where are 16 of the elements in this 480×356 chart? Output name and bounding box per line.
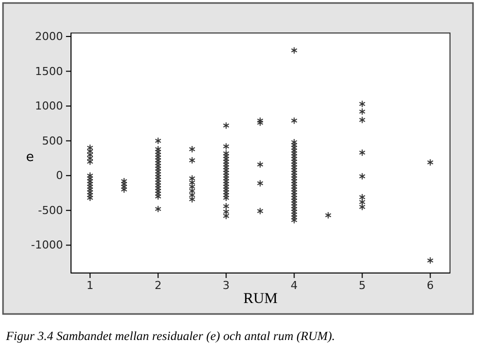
y-tick-label: 0 <box>56 169 63 182</box>
x-tick-label: 5 <box>358 278 366 292</box>
x-tick-label: 3 <box>222 278 230 292</box>
y-tick-label: -1000 <box>31 238 63 252</box>
y-tick-label: -500 <box>38 204 63 217</box>
y-tick-label: 500 <box>42 134 63 148</box>
y-axis-title: e <box>26 150 34 165</box>
y-tick-label: 2000 <box>35 30 63 43</box>
x-axis-title: RUM <box>243 291 278 307</box>
x-tick-label: 4 <box>290 278 298 292</box>
text: Figur 3.4 Sambandet mellan residualer (e) och antal rum (RUM). <box>5 329 335 343</box>
x-tick-label: 6 <box>426 278 434 292</box>
y-tick-label: 1500 <box>35 64 63 78</box>
x-tick-label: 1 <box>86 278 94 292</box>
x-tick-label: 2 <box>154 278 162 292</box>
y-tick-label: 1000 <box>35 100 63 113</box>
